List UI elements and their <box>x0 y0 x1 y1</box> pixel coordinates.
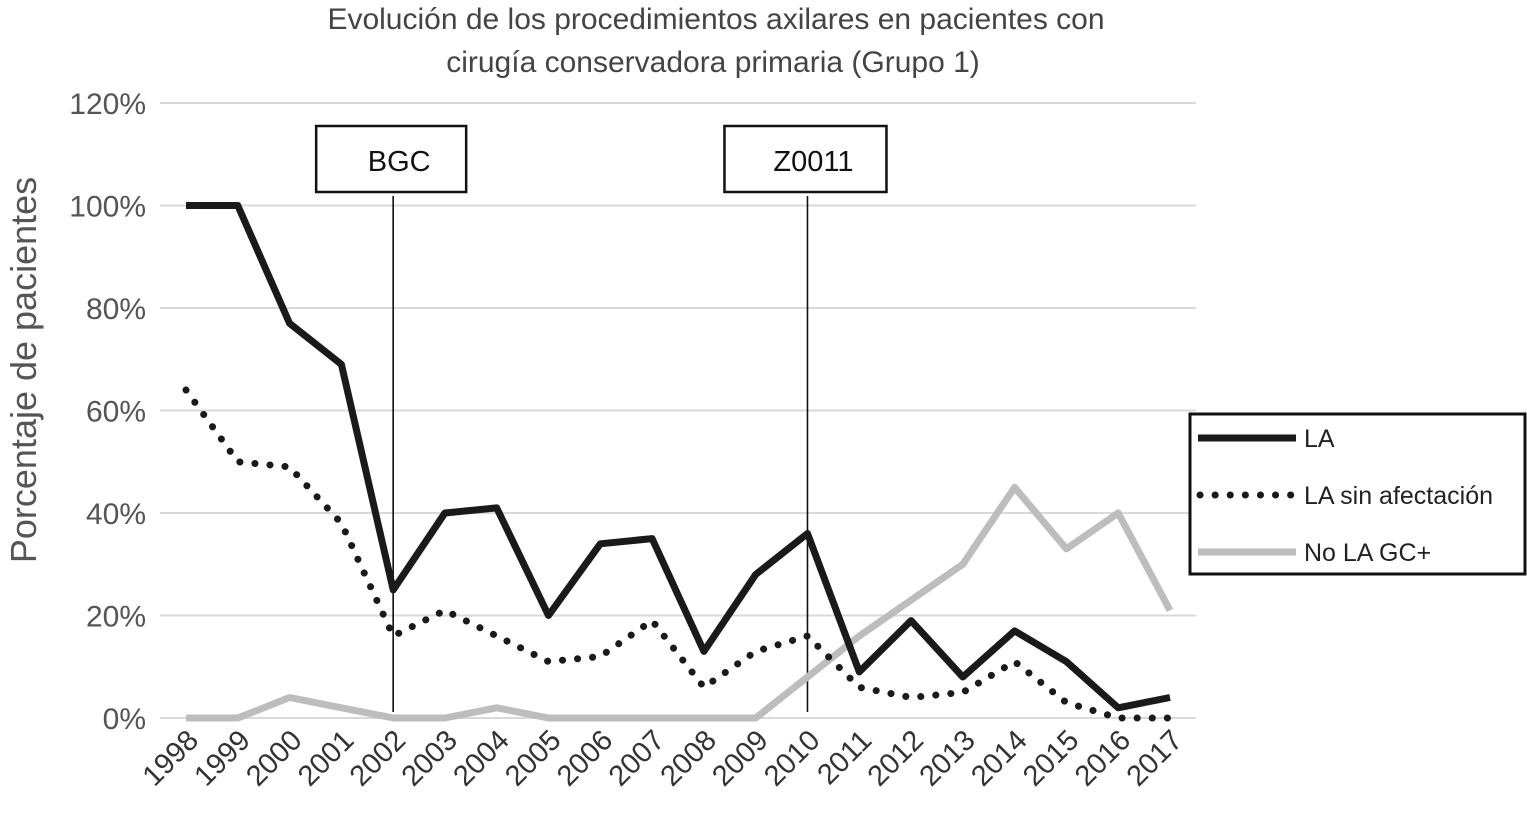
x-tick-label: 2009 <box>706 724 774 792</box>
legend-label-la-sin-afectacion: LA sin afectación <box>1304 482 1493 510</box>
y-tick-label: 20% <box>86 601 146 634</box>
x-tick-label: 2016 <box>1069 724 1137 792</box>
annotations: BGC Z0011 <box>314 124 888 712</box>
x-tick-label: 2015 <box>1017 724 1085 792</box>
annotation-label-z0011: Z0011 <box>773 146 853 178</box>
series-lines <box>182 202 1174 722</box>
y-tick-label: 100% <box>69 191 146 224</box>
legend: LA LA sin afectación No LA GC+ <box>1188 412 1527 576</box>
x-tick-label: 2003 <box>396 724 464 792</box>
x-tick-label: 2001 <box>292 724 360 792</box>
x-tick-label: 2017 <box>1121 724 1189 792</box>
x-tick-label: 2007 <box>603 724 671 792</box>
annotation-box-bgc <box>314 124 468 194</box>
x-tick-label: 2011 <box>811 724 878 791</box>
y-tick-label: 60% <box>86 396 146 429</box>
x-tick-label: 1998 <box>137 724 205 792</box>
y-tick-label: 0% <box>103 703 146 736</box>
x-tick-label: 2000 <box>240 724 308 792</box>
x-tick-label: 2010 <box>758 724 826 792</box>
annotation-label-bgc: BGC <box>368 146 431 178</box>
grid-lines <box>160 102 1196 719</box>
x-tick-label: 2014 <box>965 724 1033 792</box>
chart-title-line-2: cirugía conservadora primaria (Grupo 1) <box>446 46 980 79</box>
series-line-no-la-gc <box>186 483 1174 722</box>
y-tick-label: 80% <box>86 293 146 326</box>
chart-title-line-1: Evolución de los procedimientos axilares… <box>327 3 1104 36</box>
annotation-box-z0011 <box>723 124 888 194</box>
x-tick-label: 2013 <box>914 724 982 792</box>
x-tick-labels: 1998199920002001200220032004200520062007… <box>137 724 1189 792</box>
x-tick-label: 2006 <box>551 724 619 792</box>
x-tick-label: 1999 <box>188 724 256 792</box>
series-line-la <box>186 202 1171 712</box>
y-tick-labels: 0% 20% 40% 60% 80% 100% 120% <box>69 88 146 736</box>
y-tick-label: 120% <box>69 88 146 121</box>
y-axis-label: Porcentaje de pacientes <box>3 177 44 563</box>
x-tick-label: 2008 <box>655 724 723 792</box>
series-line-la-sin-afectacion <box>182 386 1174 722</box>
x-tick-label: 2012 <box>862 724 930 792</box>
x-tick-label: 2004 <box>447 724 515 792</box>
x-tick-label: 2005 <box>499 724 567 792</box>
y-tick-label: 40% <box>86 498 146 531</box>
legend-label-no-la-gc: No LA GC+ <box>1304 539 1431 567</box>
legend-label-la: LA <box>1304 425 1335 453</box>
x-tick-label: 2002 <box>344 724 412 792</box>
